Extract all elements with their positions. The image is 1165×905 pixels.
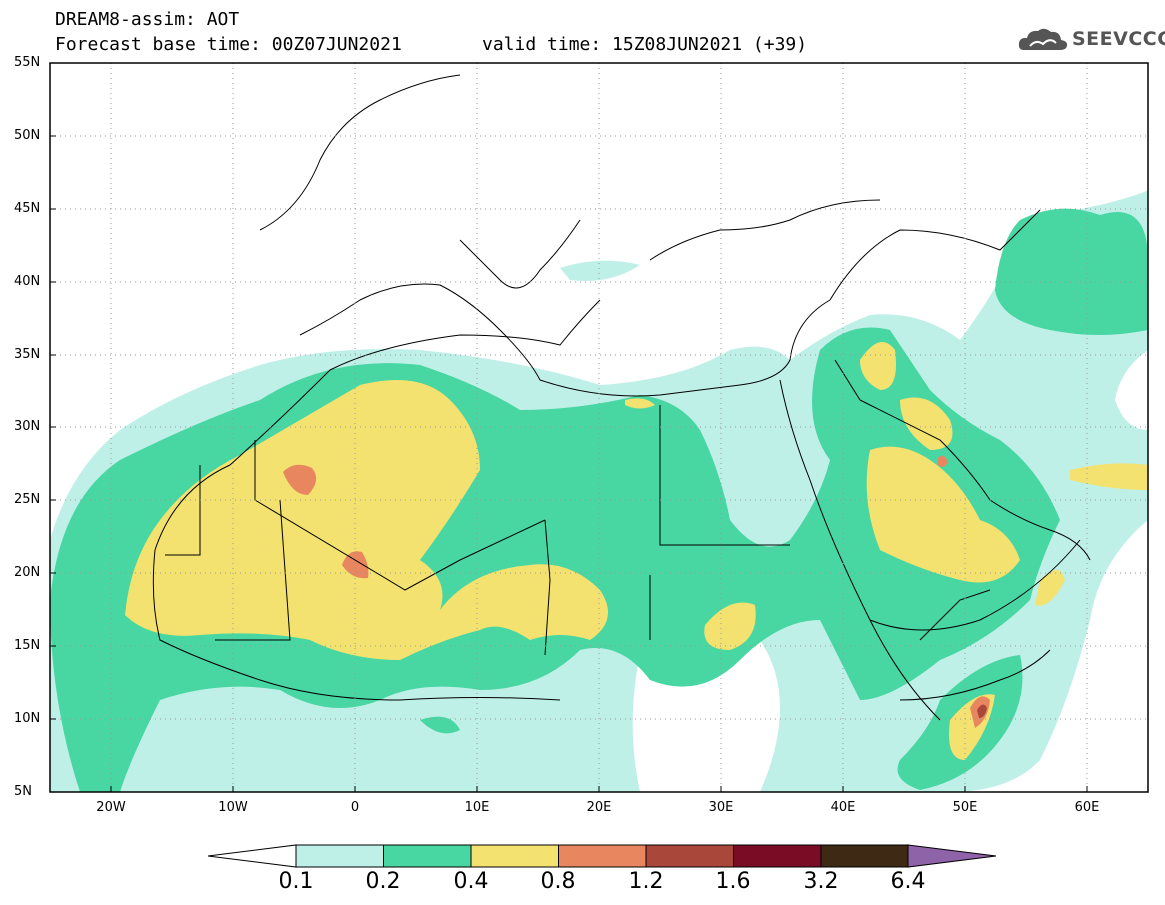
aot-clear-patch: [1115, 350, 1148, 430]
country-borders: [165, 359, 991, 656]
lon-label: 20E: [586, 800, 612, 815]
aot-contour-0.4: [866, 446, 1020, 583]
colorbar-label: 1.2: [628, 869, 664, 894]
colorbar-label: 6.4: [890, 869, 926, 894]
aot-contour-0.8: [283, 464, 317, 495]
lat-label: 55N: [14, 55, 41, 70]
lon-label: 40E: [830, 800, 856, 815]
lat-label: 15N: [14, 638, 41, 653]
lon-label: 50E: [952, 800, 978, 815]
aot-map: [49, 62, 1149, 793]
aot-contour-0.4: [704, 602, 756, 650]
lat-label: 40N: [14, 274, 41, 289]
aot-contour-0.2: [995, 208, 1148, 335]
lat-label: 25N: [14, 492, 41, 507]
valid-time: valid time: 15Z08JUN2021 (+39): [482, 34, 808, 55]
aot-contour-0.1: [560, 260, 640, 281]
seevccc-logo-text: SEEVCCC: [1072, 28, 1165, 50]
lat-label: 45N: [14, 201, 41, 216]
aot-contour-1.2: [977, 704, 987, 718]
aot-contour-0.4: [1070, 463, 1148, 490]
lat-label: 30N: [14, 419, 41, 434]
map-frame: [49, 62, 1149, 793]
colorbar-label: 0.8: [540, 869, 576, 894]
aot-clear-patch: [1106, 560, 1148, 792]
aot-contour-0.2: [420, 716, 460, 734]
aot-contour-0.4: [125, 380, 608, 660]
colorbar-label: 0.1: [278, 869, 314, 894]
colorbar-label: 1.6: [715, 869, 751, 894]
aot-contour-0.8: [342, 551, 369, 579]
lat-label: 50N: [14, 128, 41, 143]
map-title: DREAM8-assim: AOT: [55, 9, 240, 30]
lat-label: 5N: [14, 784, 32, 799]
lon-label: 30E: [708, 800, 734, 815]
lon-label: 10E: [464, 800, 490, 815]
lon-label: 10W: [218, 800, 248, 815]
graticule: [50, 63, 1148, 792]
cloud-logo-icon: [1018, 28, 1068, 50]
aot-contour-0.8: [938, 455, 948, 467]
aot-field: [50, 190, 1148, 792]
axis-ticks: [50, 135, 1088, 792]
colorbar-label: 0.2: [365, 869, 401, 894]
lon-label: 60E: [1074, 800, 1100, 815]
colorbar-label: 0.4: [453, 869, 489, 894]
coastlines: [152, 74, 1091, 721]
forecast-base-time: Forecast base time: 00Z07JUN2021: [55, 34, 402, 55]
aot-contour-0.4: [860, 342, 896, 390]
colorbar-label: 3.2: [803, 869, 839, 894]
lat-label: 20N: [14, 565, 41, 580]
aot-contour-0.4: [900, 397, 953, 450]
lat-label: 35N: [14, 347, 41, 362]
lon-label: 20W: [96, 800, 126, 815]
lon-label: 0: [350, 800, 360, 815]
aot-contour-0.4: [625, 398, 655, 409]
lat-label: 10N: [14, 711, 41, 726]
